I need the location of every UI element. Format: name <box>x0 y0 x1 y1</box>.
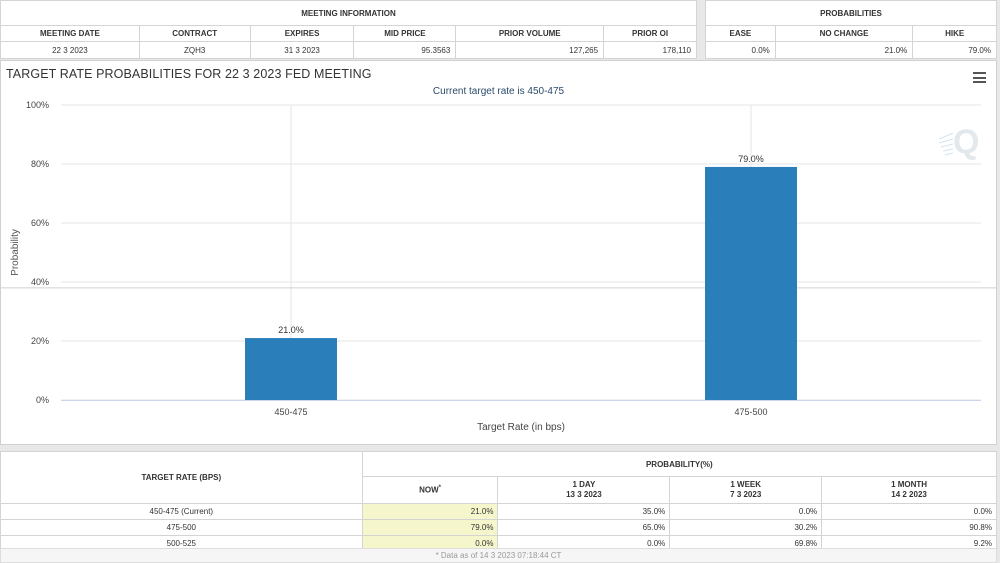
probability-cell: 0.0% <box>669 503 823 520</box>
y-tick-label: 0% <box>36 395 49 405</box>
mid-price-header: MID PRICE <box>353 25 457 42</box>
contract-value: ZQH3 <box>138 41 251 59</box>
ease-value: 0.0% <box>705 41 776 59</box>
prior-oi-value: 178,110 <box>603 41 697 59</box>
bar-chart: 0% 20% 40% 60% 80% 100% 21.0% 450-475 79.0% 475-5… <box>1 100 996 433</box>
expires-value: 31 3 2023 <box>249 41 355 59</box>
ease-header: EASE <box>705 25 776 42</box>
probabilities-title: PROBABILITIES <box>705 0 997 26</box>
target-rate-header: TARGET RATE (BPS) <box>0 451 363 504</box>
meeting-date-value: 22 3 2023 <box>0 41 140 59</box>
prior-volume-value: 127,265 <box>455 41 605 59</box>
probabilities-table: PROBABILITIES EASE NO CHANGE HIKE 0.0% 2… <box>705 0 997 59</box>
col-1-month-header: 1 MONTH 14 2 2023 <box>821 476 997 504</box>
y-tick-label: 60% <box>31 218 49 228</box>
probability-cell: 79.0% <box>361 519 499 536</box>
target-rate-cell: 475-500 <box>0 519 363 536</box>
probability-cell: 65.0% <box>497 519 671 536</box>
logo-letter: Q <box>953 123 979 161</box>
col-now-header: NOW* <box>361 476 499 504</box>
probability-header: PROBABILITY(%) <box>361 451 998 477</box>
target-rate-cell: 450-475 (Current) <box>0 503 363 520</box>
probability-cell: 35.0% <box>497 503 671 520</box>
probability-cell: 90.8% <box>821 519 997 536</box>
meeting-date-header: MEETING DATE <box>0 25 140 42</box>
prior-oi-header: PRIOR OI <box>603 25 697 42</box>
no-change-value: 21.0% <box>774 41 914 59</box>
hike-header: HIKE <box>912 25 997 42</box>
x-tick-label: 475-500 <box>734 407 767 417</box>
prior-volume-header: PRIOR VOLUME <box>455 25 605 42</box>
q-logo-icon: Q <box>939 123 979 161</box>
y-tick-label: 20% <box>31 336 49 346</box>
probability-cell: 69.8% <box>669 535 823 552</box>
chart-panel: 0% 20% 40% 60% 80% 100% 21.0% 450-475 79.0% 475-5… <box>0 60 997 445</box>
table-row: 450-475 (Current) 21.0% 35.0% 0.0% 0.0% <box>0 503 997 520</box>
contract-header: CONTRACT <box>138 25 251 42</box>
mid-price-value: 95.3563 <box>353 41 457 59</box>
y-tick-label: 80% <box>31 159 49 169</box>
y-axis-title: Probability <box>10 229 21 276</box>
table-row: 475-500 79.0% 65.0% 30.2% 90.8% <box>0 519 997 536</box>
probability-cell: 0.0% <box>821 503 997 520</box>
x-axis-title: Target Rate (in bps) <box>477 422 565 433</box>
col-1-day-header: 1 DAY 13 3 2023 <box>497 476 671 504</box>
no-change-header: NO CHANGE <box>774 25 914 42</box>
probability-cell: 30.2% <box>669 519 823 536</box>
chart-menu-icon[interactable] <box>973 72 986 83</box>
bar-450-475 <box>245 338 337 400</box>
y-tick-label: 40% <box>31 277 49 287</box>
data-timestamp-footnote: * Data as of 14 3 2023 07:18:44 CT <box>0 548 997 563</box>
meeting-info-table: MEETING INFORMATION MEETING DATE CONTRAC… <box>0 0 697 59</box>
meeting-info-title: MEETING INFORMATION <box>0 0 697 26</box>
expires-header: EXPIRES <box>249 25 355 42</box>
probability-cell: 21.0% <box>361 503 499 520</box>
col-1-week-header: 1 WEEK 7 3 2023 <box>669 476 823 504</box>
data-label: 79.0% <box>738 154 764 164</box>
chart-title: TARGET RATE PROBABILITIES FOR 22 3 2023 … <box>6 67 372 81</box>
x-tick-label: 450-475 <box>274 407 307 417</box>
chart-subtitle: Current target rate is 450-475 <box>432 86 565 97</box>
y-tick-label: 100% <box>26 100 49 110</box>
bar-475-500 <box>705 166 797 400</box>
hike-value: 79.0% <box>912 41 997 59</box>
data-label: 21.0% <box>278 325 304 335</box>
probability-cell: 0.0% <box>497 535 671 552</box>
target-rate-table: TARGET RATE (BPS) PROBABILITY(%) NOW* 1 … <box>0 451 998 552</box>
